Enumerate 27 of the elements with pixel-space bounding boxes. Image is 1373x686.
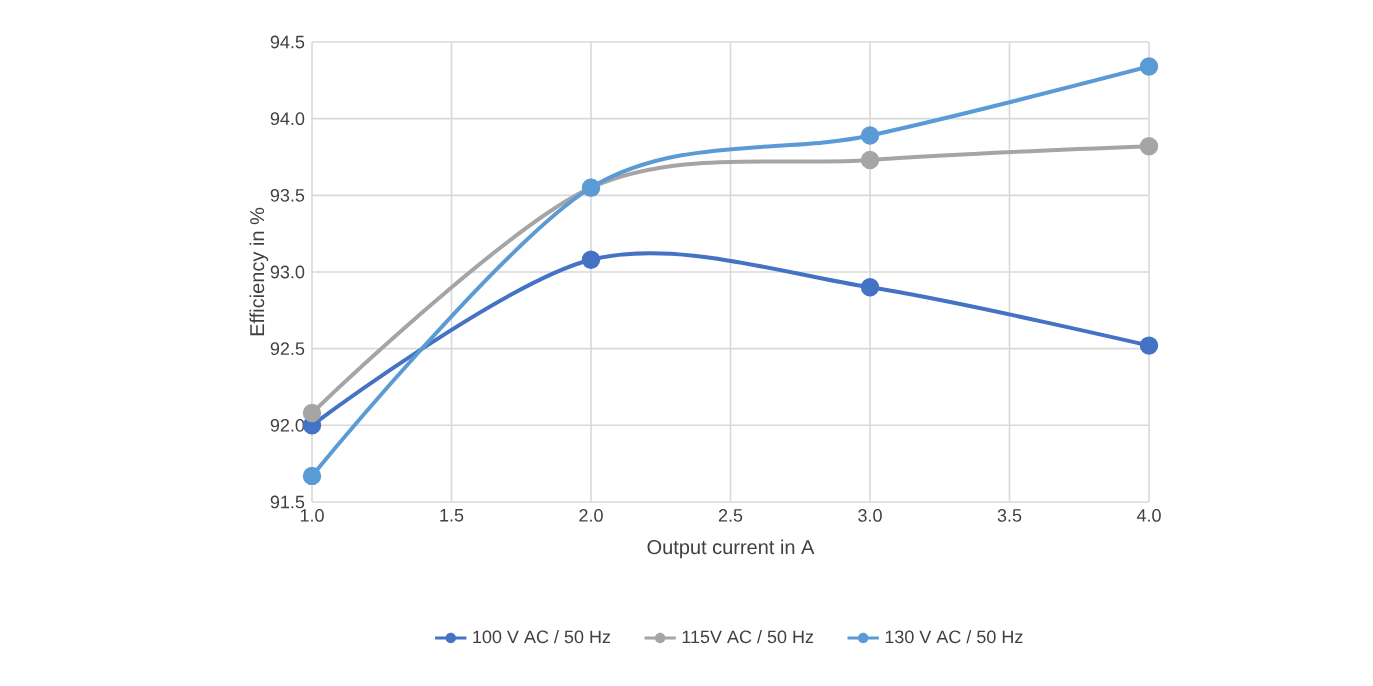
y-tick-label: 94.5 [270,35,305,49]
point [302,403,322,423]
x-tick-label: 1.5 [440,509,464,522]
y-tick-label: 93.0 [270,265,305,279]
point [1139,57,1159,76]
legend-label: 100 V AC / 50 Hz [473,629,611,644]
y-axis-title: Efficiency in % [249,207,269,336]
x-tick-label: 1.0 [300,509,324,522]
point [860,278,880,297]
y-tick-label: 92.5 [270,342,305,356]
legend-label: 115V AC / 50 Hz [682,629,814,644]
y-tick-label: 94.0 [270,112,305,126]
legend-label: 130 V AC / 50 Hz [885,629,1023,644]
x-tick-label: 3.0 [858,509,882,522]
x-tick-label: 3.5 [997,509,1022,522]
point [1139,137,1159,156]
point [860,150,880,170]
point [860,126,880,145]
x-axis-title: Output current in A [647,539,815,559]
x-tick-label: 2.5 [718,509,743,522]
point [1139,336,1159,355]
point [302,466,322,486]
y-tick-label: 93.5 [270,188,305,202]
y-tick-label: 91.5 [270,495,305,509]
point [581,250,601,269]
x-tick-label: 2.0 [579,509,603,522]
x-tick-label: 4.0 [1136,509,1161,522]
